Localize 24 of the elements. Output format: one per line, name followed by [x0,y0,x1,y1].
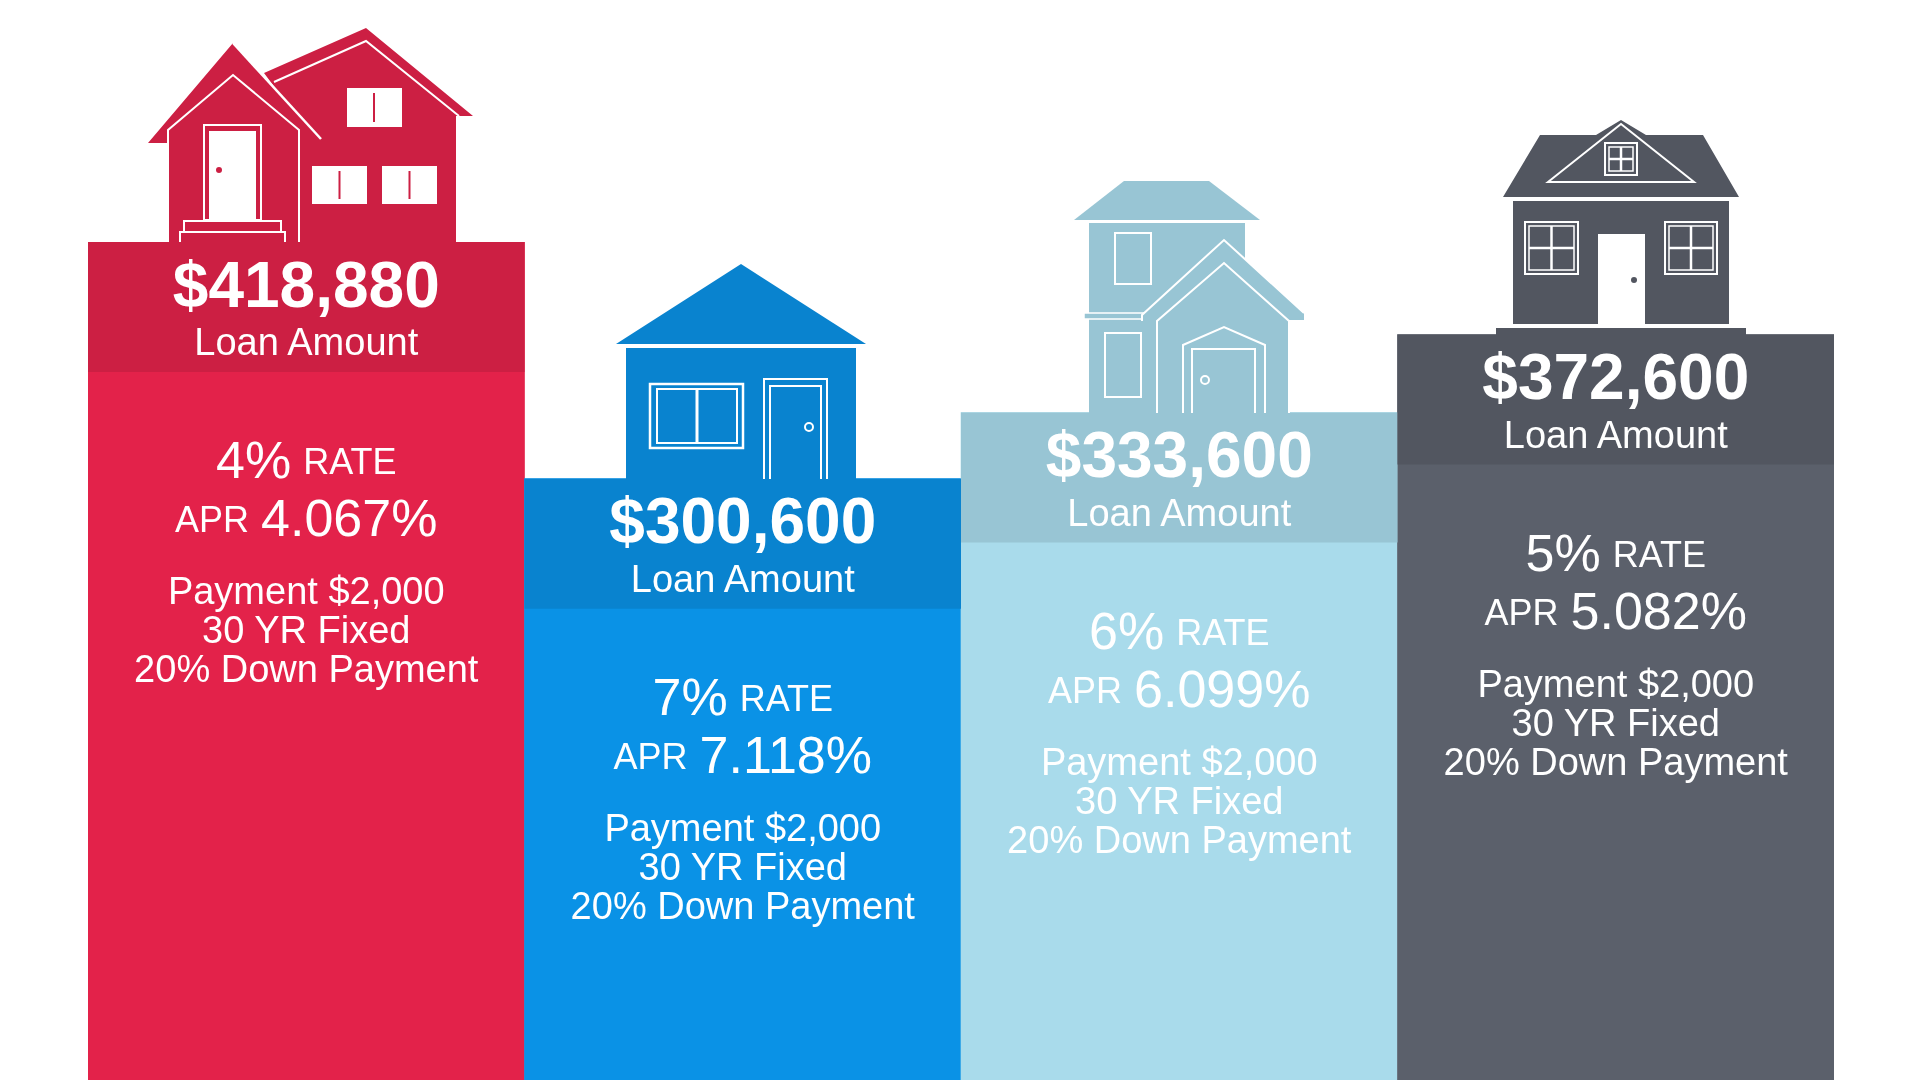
annotation: Payment $2,000 [1040,741,1318,784]
x-tick-label: 5% RATE [1525,523,1706,582]
x-tick-label: 4% RATE [216,431,397,490]
annotation: Loan Amount [1067,492,1292,535]
annotation: Payment $2,000 [1477,663,1755,706]
annotation: 20% Down Payment [134,648,479,691]
data-label: $418,880 [172,248,440,321]
annotation: Payment $2,000 [167,570,445,613]
annotation: 20% Down Payment [570,885,916,928]
data-label: $333,600 [1045,419,1313,492]
annotation: APR 6.099% [1048,659,1311,718]
annotation: APR 7.118% [613,725,873,784]
x-tick-label: 6% RATE [1089,601,1270,660]
annotation: 20% Down Payment [1007,819,1352,862]
annotation: Loan Amount [630,558,856,601]
annotation: 20% Down Payment [1443,741,1789,784]
annotation: APR 4.067% [175,489,438,548]
data-label: $300,600 [609,485,877,558]
annotation: Payment $2,000 [604,807,882,850]
annotation: Loan Amount [194,321,419,364]
annotation: APR 5.082% [1484,581,1747,640]
data-label: $372,600 [1482,341,1750,414]
annotation: Loan Amount [1503,414,1729,457]
x-tick-label: 7% RATE [652,667,833,726]
